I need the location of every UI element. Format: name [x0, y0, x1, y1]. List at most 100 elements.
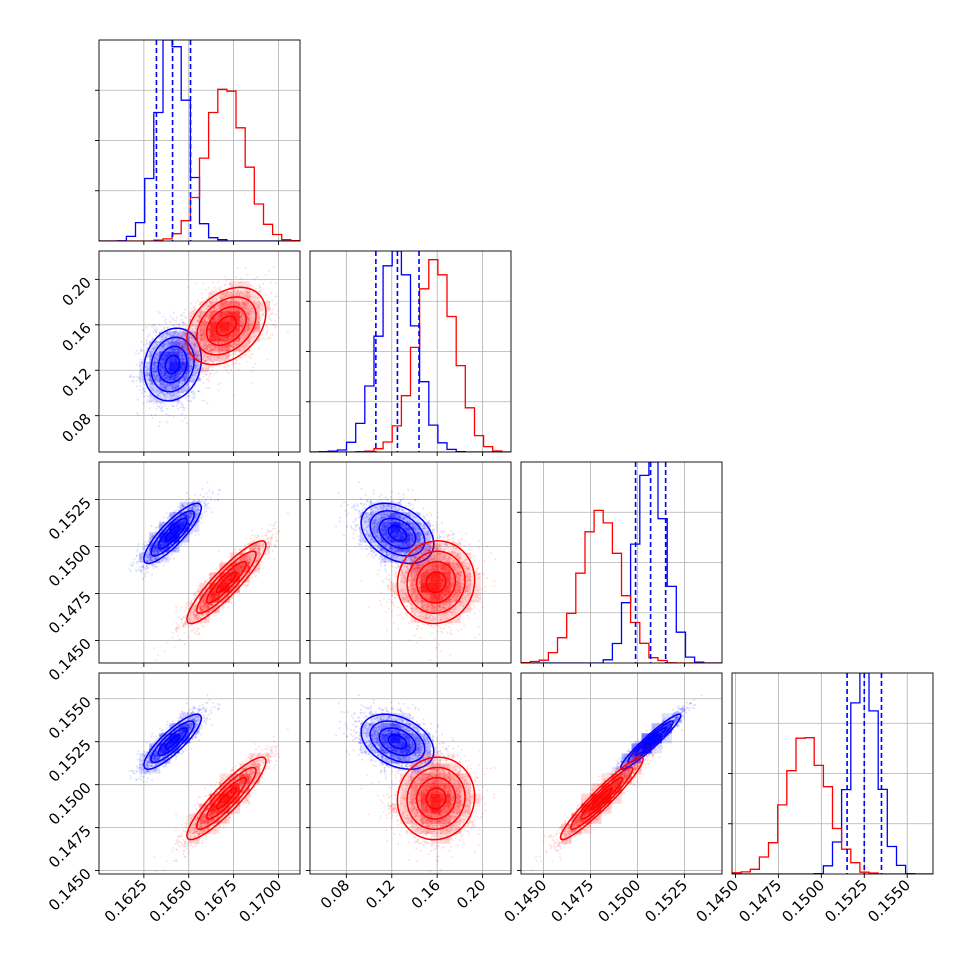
y-tick-label: 0.1450 — [45, 635, 95, 685]
contour-0-2 — [369, 720, 426, 764]
panel-frame — [309, 672, 512, 875]
y-tick-label: 0.1475 — [45, 588, 95, 638]
contour-1-1 — [415, 777, 457, 820]
y-tick-label: 0.16 — [58, 319, 94, 355]
y-tick-label: 0.12 — [58, 364, 94, 400]
y-tick-label: 0.08 — [58, 410, 94, 446]
contour-1-2 — [196, 296, 257, 356]
contour-0-2 — [369, 510, 426, 557]
density-series-0 — [360, 502, 431, 573]
x-tick-label: 0.20 — [453, 876, 489, 912]
contour-1-3 — [186, 286, 267, 366]
contour-1-2 — [196, 550, 257, 614]
contour-1-2 — [406, 550, 466, 614]
panel-frame — [98, 250, 301, 453]
y-tick-label: 0.1450 — [45, 865, 95, 915]
x-tick-label: 0.1650 — [146, 876, 196, 926]
panel-0-0 — [95, 39, 301, 245]
panel-frame — [309, 250, 512, 453]
contour-0-3 — [360, 713, 435, 770]
density-series-0 — [139, 713, 200, 774]
contour-1-1 — [205, 777, 247, 820]
contour-1-3 — [559, 756, 644, 841]
histogram-series-0 — [732, 673, 933, 874]
contour-0-1 — [157, 345, 188, 384]
x-tick-label: 0.1700 — [235, 876, 285, 926]
panel-frame — [520, 672, 723, 875]
contour-1-1 — [205, 305, 247, 347]
contour-0-1 — [378, 517, 417, 550]
contour-0-3 — [360, 502, 435, 565]
contour-1-1 — [415, 560, 457, 604]
contour-1-0 — [425, 571, 447, 594]
y-tick-label: 0.1525 — [45, 736, 95, 786]
panel-1-0: 0.08 0.12 0.16 0.20 — [58, 250, 301, 456]
contour-1-2 — [196, 766, 257, 831]
y-tick-label: 0.1500 — [45, 779, 95, 829]
panel-frame — [520, 461, 723, 664]
grid — [99, 462, 300, 663]
x-tick-label: 0.1500 — [594, 876, 644, 926]
contour-0-0 — [164, 525, 181, 542]
density-series-1 — [179, 281, 270, 372]
x-tick-label: 0.16 — [408, 876, 444, 912]
contour-0-2 — [150, 336, 195, 393]
contour-0-1 — [157, 727, 188, 757]
density-series-1 — [561, 753, 642, 844]
contour-0-0 — [642, 734, 659, 750]
contour-1-0 — [215, 571, 238, 594]
panel-frame — [98, 461, 301, 664]
contour-1-1 — [205, 560, 247, 604]
x-tick-label: 0.1475 — [547, 876, 597, 926]
contour-1-3 — [186, 756, 267, 841]
panel-3-0: 0.14500.14750.15000.15250.15500.16250.16… — [45, 672, 301, 926]
contour-1-2 — [570, 766, 634, 831]
contour-1-0 — [215, 787, 238, 810]
density-series-1 — [390, 542, 481, 623]
contour-1-0 — [590, 787, 613, 810]
x-tick-label: 0.1450 — [501, 876, 551, 926]
contour-1-3 — [396, 540, 476, 625]
contour-0-3 — [143, 502, 203, 565]
y-tick-label: 0.1500 — [45, 541, 95, 591]
x-tick-label: 0.08 — [317, 876, 353, 912]
contour-0-1 — [157, 517, 188, 550]
panel-frame — [309, 461, 512, 664]
contour-0-2 — [627, 720, 674, 764]
x-tick-label: 0.1550 — [864, 876, 914, 926]
panel-frame — [98, 39, 301, 242]
contour-1-2 — [406, 766, 466, 831]
panel-3-1: 0.08 0.12 0.16 0.20 — [306, 672, 512, 912]
contour-1-0 — [215, 315, 238, 337]
x-tick-label: 0.1675 — [191, 876, 241, 926]
x-tick-label: 0.12 — [362, 876, 398, 912]
contour-0-0 — [387, 734, 408, 750]
x-tick-label: 0.1500 — [778, 876, 828, 926]
x-tick-label: 0.1525 — [821, 876, 871, 926]
grid — [521, 673, 722, 874]
y-tick-label: 0.20 — [58, 273, 94, 309]
y-tick-label: 0.1525 — [45, 494, 95, 544]
panel-frame — [98, 672, 301, 875]
contour-0-2 — [150, 720, 195, 764]
contour-1-0 — [425, 787, 447, 810]
contour-0-0 — [164, 734, 181, 750]
y-tick-label: 0.1475 — [45, 822, 95, 872]
panel-2-2 — [517, 461, 723, 667]
panel-frame — [731, 672, 934, 875]
contour-0-2 — [150, 510, 195, 557]
x-tick-label: 0.1450 — [692, 876, 742, 926]
histogram-series-0 — [99, 40, 300, 241]
contour-0-1 — [634, 727, 667, 757]
x-tick-label: 0.1625 — [101, 876, 151, 926]
contour-0-3 — [143, 713, 203, 770]
x-tick-label: 0.1525 — [641, 876, 691, 926]
panel-2-1 — [306, 461, 512, 667]
contour-0-0 — [387, 525, 408, 542]
grid — [310, 462, 511, 663]
contour-1-3 — [396, 756, 476, 841]
